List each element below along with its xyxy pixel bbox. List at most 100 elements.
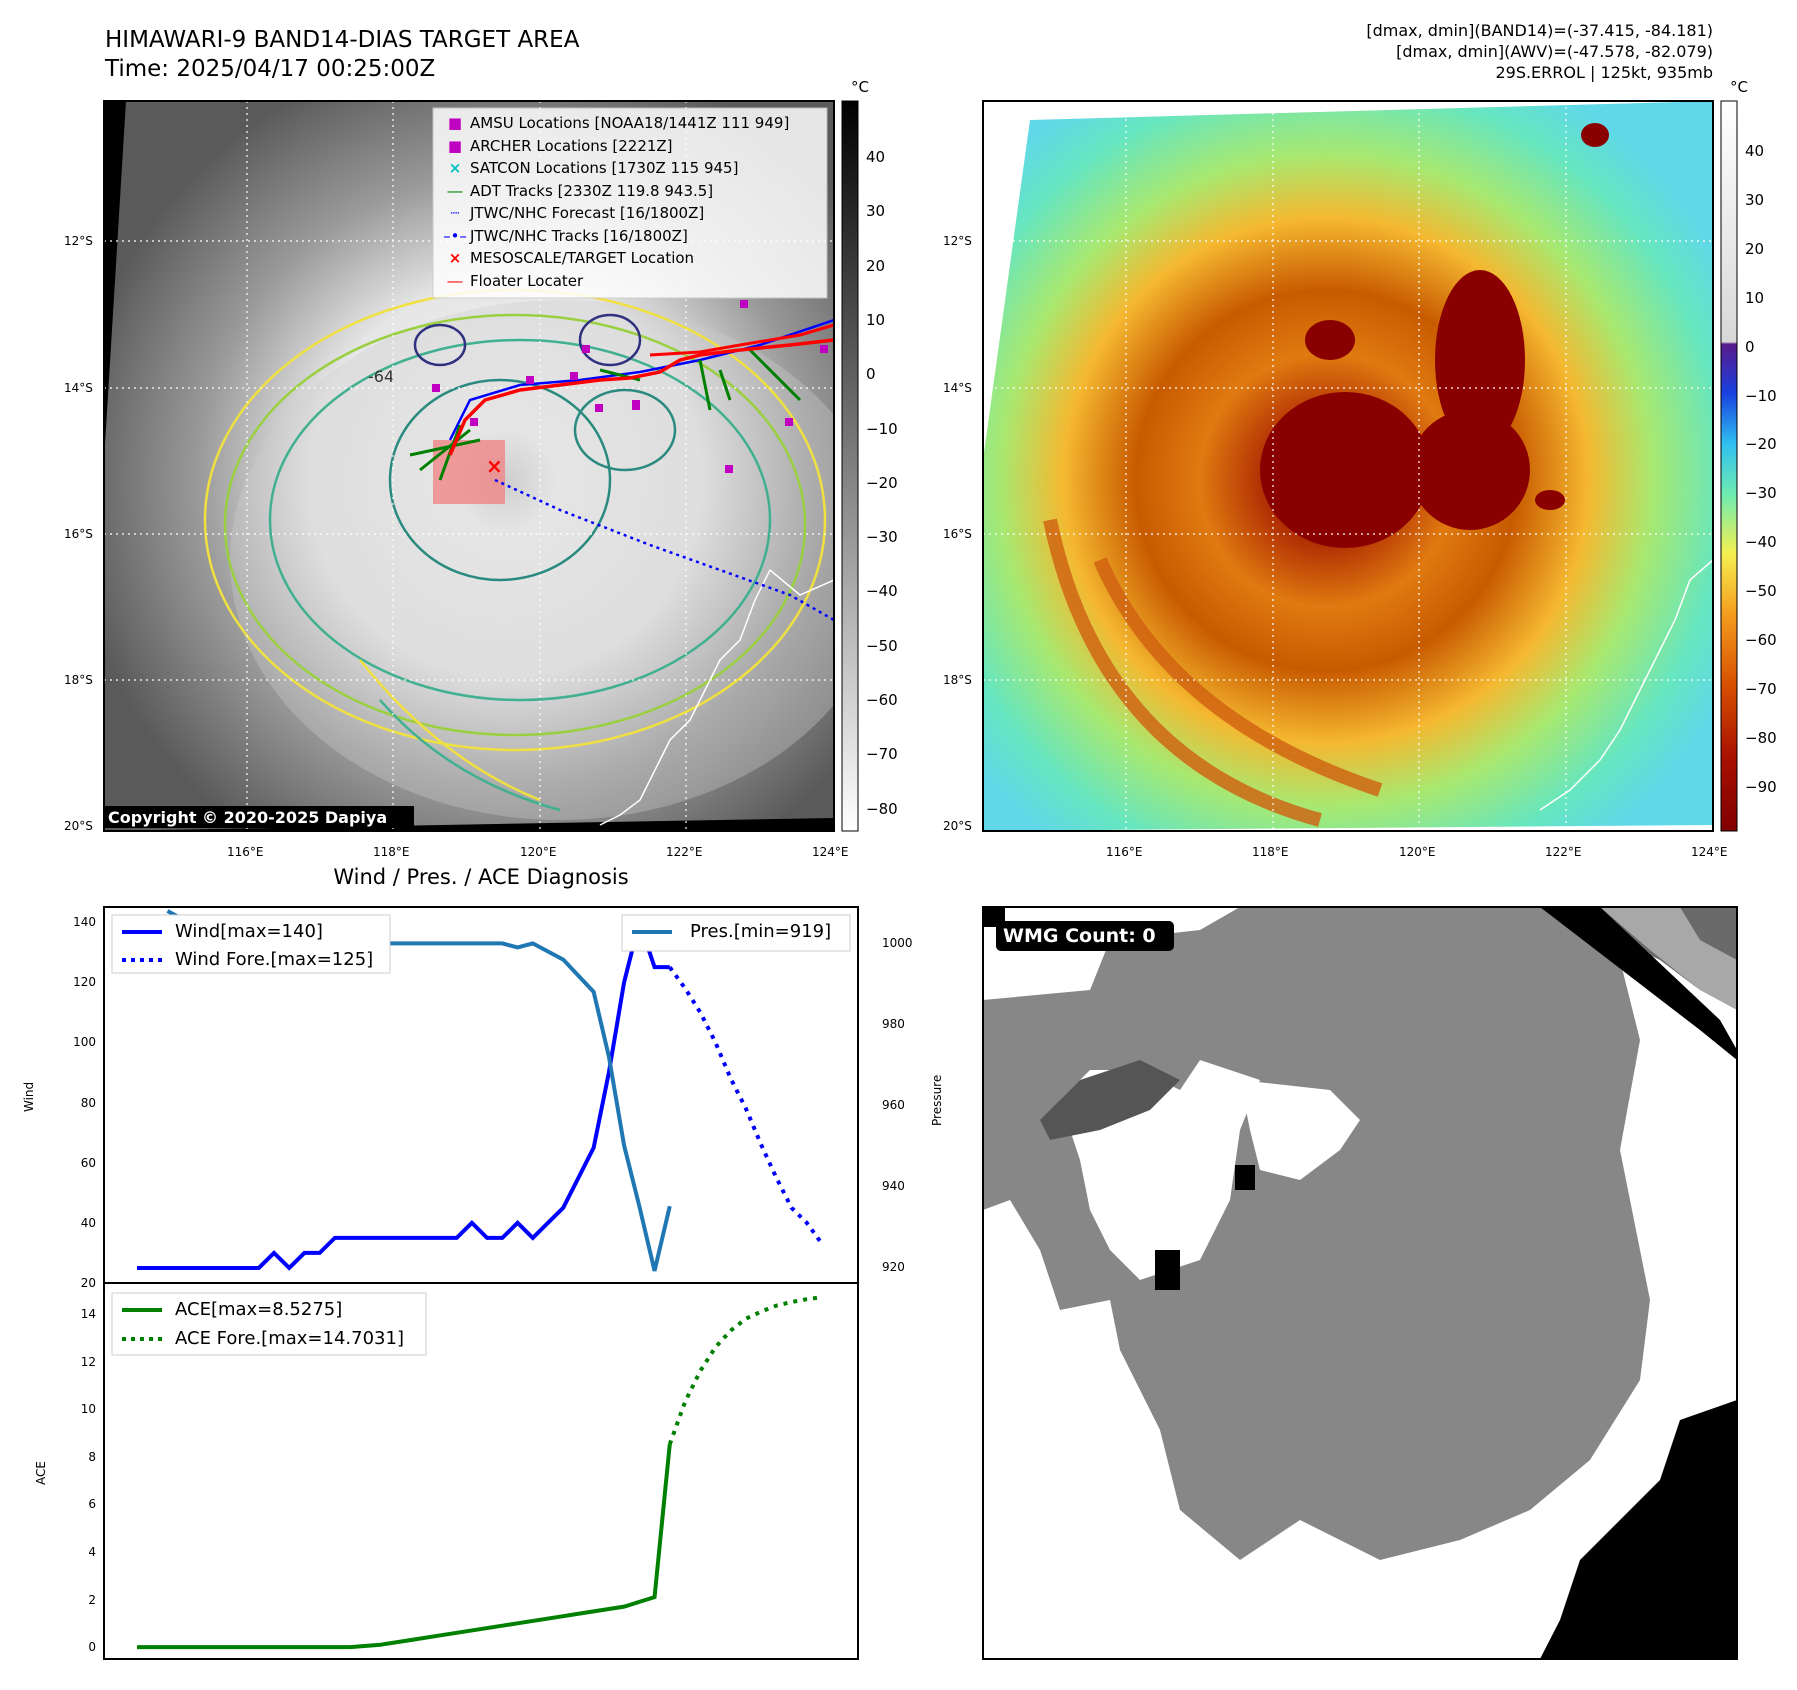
colorbar-tick: −70 — [1745, 679, 1777, 698]
lat-tick: 18°S — [64, 673, 93, 687]
colorbar-tick: −20 — [866, 473, 898, 492]
copyright: Copyright © 2020-2025 Dapiya — [108, 808, 387, 827]
colorbar-tick: −90 — [1745, 777, 1777, 796]
axis-tick: 960 — [882, 1098, 905, 1113]
colorbar-tick: 40 — [866, 148, 886, 166]
lon-tick: 124°E — [812, 845, 849, 859]
ace-plot — [137, 1295, 823, 1650]
lon-tick: 116°E — [1106, 845, 1143, 859]
awv-map-image — [983, 101, 1713, 831]
colorbar-tick: 20 — [866, 256, 886, 275]
series-wind — [137, 914, 670, 1271]
contour-label: -64 — [368, 367, 394, 386]
colorbar-tick: −80 — [1745, 728, 1777, 747]
wind-fore-legend-label: Wind Fore.[max=125] — [175, 949, 374, 970]
colorbar-tick: −30 — [1745, 484, 1777, 503]
pressure-legend-label: Pres.[min=919] — [690, 921, 832, 942]
axis-tick: 2 — [88, 1592, 96, 1607]
colorbar-tick: −70 — [866, 745, 898, 764]
legend-mesoscale: × MESOSCALE/TARGET Location — [448, 249, 695, 267]
legend-jtwc-tracks: –•– JTWC/NHC Tracks [16/1800Z] — [443, 226, 688, 245]
floater-track — [448, 338, 834, 456]
colorbar-tick: −20 — [1745, 435, 1777, 454]
colorbar-tick: 20 — [1745, 239, 1765, 258]
ace-fore-legend-label: ACE Fore.[max=14.7031] — [175, 1328, 404, 1349]
lat-tick: 14°S — [943, 381, 972, 395]
lon-tick: 118°E — [1252, 845, 1289, 859]
copyright-bg — [104, 806, 414, 828]
colorbar-tick: −40 — [1745, 533, 1777, 552]
jtwc-forecast-track — [494, 478, 834, 622]
storm-info: 29S.ERROL | 125kt, 935mb — [1495, 63, 1713, 82]
lat-tick: 20°S — [943, 819, 972, 833]
dmax-band14: [dmax, dmin](BAND14)=(-37.415, -84.181) — [1366, 21, 1713, 40]
colorbar-tick: −80 — [866, 799, 898, 818]
colorbar-tick: −10 — [1745, 386, 1777, 405]
map-legend — [432, 107, 828, 299]
axis-tick: 0 — [88, 1640, 96, 1655]
axis-tick: 980 — [882, 1017, 905, 1032]
colorbar-unit-left: °C — [851, 78, 869, 96]
wind-axis-label: Wind — [22, 1081, 36, 1112]
legend-floater: ― Floater Locater — [447, 271, 584, 290]
colorbar-tick: −10 — [866, 419, 898, 438]
wmg-count-box — [996, 921, 1174, 951]
colorbar-unit-right: °C — [1730, 78, 1748, 96]
legend-amsu: ■ AMSU Locations [NOAA18/1441Z 111 949] — [447, 114, 790, 132]
lat-tick: 16°S — [943, 527, 972, 541]
wind-legend-label: Wind[max=140] — [175, 921, 323, 942]
axis-tick: 80 — [80, 1095, 96, 1110]
lon-tick: 120°E — [520, 845, 557, 859]
ace-legend-label: ACE[max=8.5275] — [175, 1299, 343, 1320]
ace-axis-label: ACE — [34, 1461, 48, 1485]
lat-tick: 16°S — [64, 527, 93, 541]
pressure-axis-label: Pressure — [930, 1074, 944, 1126]
lat-tick: 14°S — [64, 381, 93, 395]
colorbar-tick: −60 — [866, 691, 898, 709]
lon-tick: 122°E — [1545, 845, 1582, 859]
colorbar-tick: 30 — [866, 202, 886, 221]
colorbar-tick: −40 — [866, 582, 898, 601]
axis-tick: 12 — [80, 1354, 96, 1369]
axis-tick: 4 — [88, 1544, 96, 1559]
floater-track-2 — [649, 323, 834, 357]
lon-tick: 122°E — [666, 845, 703, 859]
lat-tick: 12°S — [943, 234, 972, 248]
lon-tick: 116°E — [227, 845, 264, 859]
lon-tick: 124°E — [1691, 845, 1728, 859]
legend-archer: ■ ARCHER Locations [2221Z] — [447, 136, 673, 155]
colorbar-tick: 30 — [1745, 190, 1765, 209]
axis-tick: 14 — [80, 1306, 96, 1321]
axis-tick: 920 — [882, 1259, 905, 1274]
ace-legend — [111, 1292, 427, 1356]
colorbar-tick: −50 — [1745, 582, 1777, 601]
figure-time: Time: 2025/04/17 00:25:00Z — [105, 56, 436, 82]
series-ace — [137, 1443, 672, 1650]
lat-tick: 20°S — [64, 819, 93, 833]
series-ace-fore- — [667, 1295, 823, 1445]
axis-tick: 1000 — [882, 936, 913, 951]
colorbar-tick: 40 — [1745, 142, 1765, 160]
diag-title: Wind / Pres. / ACE Diagnosis — [333, 865, 629, 889]
axis-tick: 8 — [88, 1449, 96, 1464]
dmax-awv: [dmax, dmin](AWV)=(-47.578, -82.079) — [1396, 42, 1713, 61]
axis-tick: 60 — [80, 1155, 96, 1170]
awv-colorbar — [1720, 100, 1738, 832]
axis-tick: 100 — [73, 1035, 96, 1050]
ace-axes — [103, 1282, 859, 1660]
axis-tick: 6 — [88, 1497, 96, 1512]
axis-tick: 40 — [80, 1215, 96, 1230]
colorbar-tick: 0 — [866, 365, 876, 384]
axis-tick: 140 — [73, 915, 96, 930]
axis-tick: 940 — [882, 1178, 905, 1193]
axis-tick: 10 — [80, 1402, 96, 1417]
lat-tick: 12°S — [64, 234, 93, 248]
ir-colorbar — [841, 100, 859, 832]
colorbar-tick: 0 — [1745, 337, 1755, 356]
wind-legend — [111, 914, 391, 974]
legend-adt: ― ADT Tracks [2330Z 119.8 943.5] — [447, 181, 714, 200]
figure-title: HIMAWARI-9 BAND14-DIAS TARGET AREA — [105, 27, 580, 53]
wmg-count: WMG Count: 0 — [1003, 925, 1156, 947]
mesoscale-target-marker: × — [486, 454, 503, 478]
